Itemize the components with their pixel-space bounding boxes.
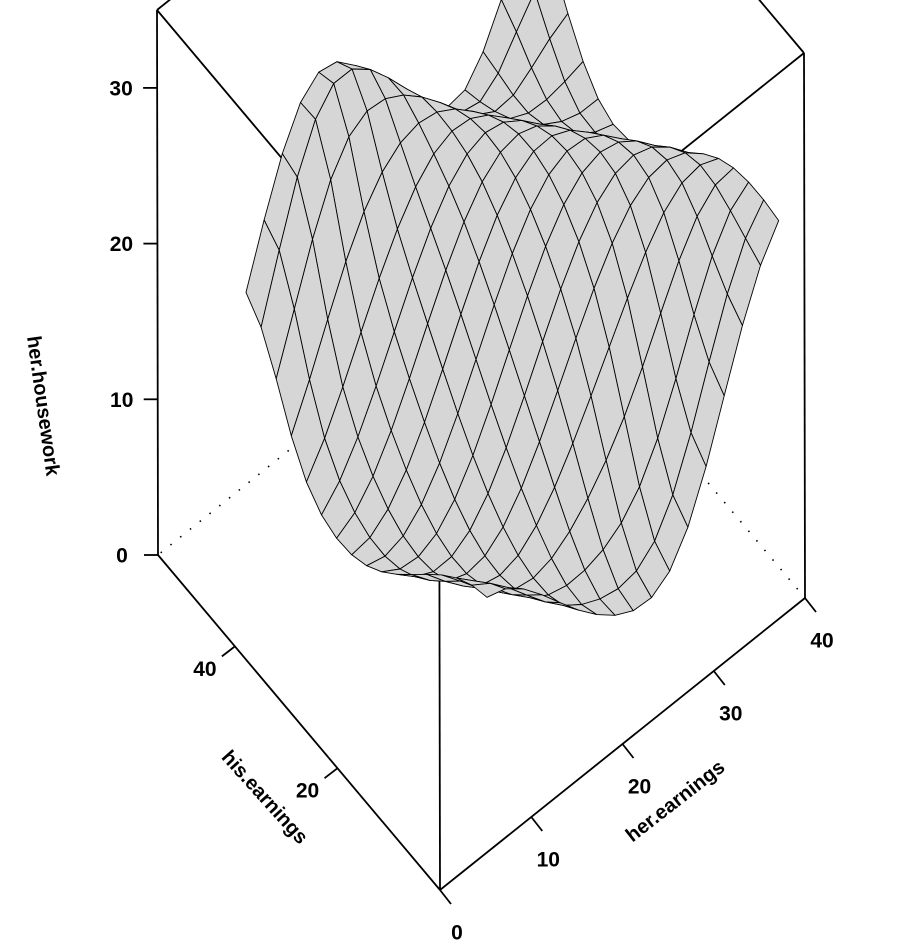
surface-mesh xyxy=(245,0,780,616)
y-tick-label: 20 xyxy=(296,780,319,803)
y-tick-label: 40 xyxy=(193,658,216,681)
x-tick-label: 0 xyxy=(451,922,463,945)
x-tick xyxy=(530,816,544,832)
x-tick xyxy=(621,743,635,759)
x-tick-label: 40 xyxy=(810,630,833,653)
x-axis-title: her.earnings xyxy=(622,756,729,847)
y-tick xyxy=(323,767,339,779)
x-tick xyxy=(713,670,726,686)
x-tick-label: 30 xyxy=(719,703,742,726)
y-tick xyxy=(221,645,236,658)
z-axis-title: her.housework xyxy=(22,334,64,478)
x-tick-label: 20 xyxy=(628,776,651,799)
axis-ticks xyxy=(143,87,817,905)
z-tick-label: 0 xyxy=(116,545,128,568)
x-tick xyxy=(439,889,452,905)
x-tick xyxy=(804,597,817,613)
z-tick-label: 30 xyxy=(109,77,132,100)
z-tick-label: 10 xyxy=(110,389,133,412)
surface-cell xyxy=(471,582,506,598)
box-edge-2 xyxy=(803,52,806,599)
z-tick-label: 20 xyxy=(110,233,133,256)
axis-tick-labels: 0 10 20 30 40 20 40 0 10 20 30 xyxy=(109,77,833,944)
box-edge-8 xyxy=(156,0,171,11)
box-edge-3 xyxy=(156,9,159,556)
x-tick-label: 10 xyxy=(537,849,560,872)
box-edge-1 xyxy=(157,554,441,891)
